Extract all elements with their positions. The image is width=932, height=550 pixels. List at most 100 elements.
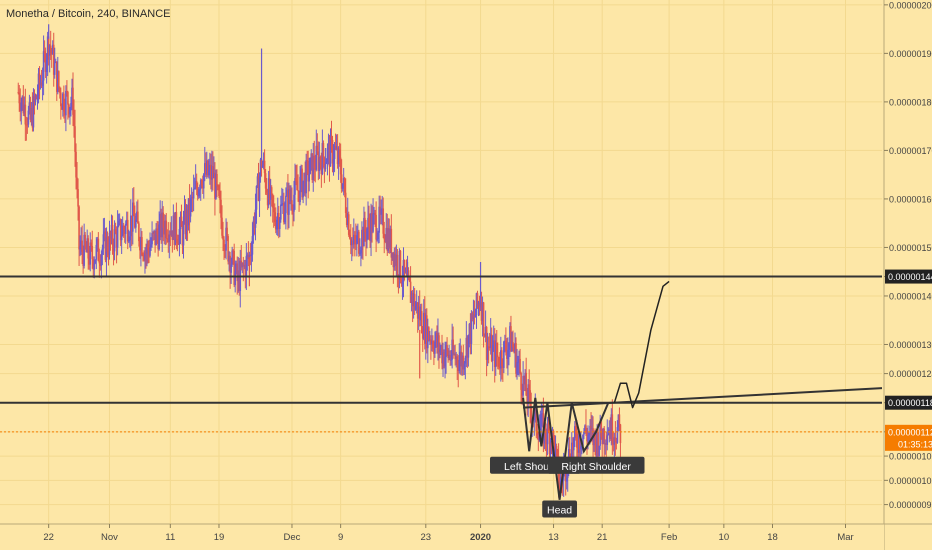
- candle-body: [273, 212, 276, 223]
- candle-body: [210, 164, 212, 180]
- candle-body: [32, 96, 35, 128]
- candle-body: [436, 333, 438, 347]
- candle-body: [38, 73, 41, 86]
- candle-body: [585, 425, 587, 434]
- candle-body: [465, 337, 468, 358]
- candle-body: [105, 237, 108, 260]
- candle-body: [80, 240, 82, 247]
- candle-body: [611, 414, 614, 444]
- candle-body: [47, 36, 50, 56]
- candle-body: [121, 225, 124, 236]
- candle-body: [143, 255, 145, 260]
- candle-body: [25, 124, 28, 126]
- candle-body: [183, 210, 186, 221]
- candle-body: [379, 206, 381, 215]
- candle-body: [146, 244, 148, 254]
- candle-body: [44, 53, 47, 72]
- candle-body: [362, 229, 364, 247]
- candle-body: [496, 355, 499, 357]
- candle-body: [408, 277, 411, 282]
- candle-body: [217, 185, 219, 187]
- head-and-shoulders-outline[interactable]: [522, 397, 610, 500]
- time-axis-bg: [0, 524, 884, 550]
- candle-body: [150, 244, 152, 248]
- candle-body: [207, 160, 209, 176]
- candle-body: [387, 228, 390, 251]
- candle-body: [181, 226, 184, 246]
- candle-body: [317, 151, 320, 172]
- candle-body: [228, 255, 230, 262]
- candle-body: [460, 351, 463, 367]
- candle-body: [290, 200, 292, 202]
- candle-body: [502, 366, 504, 368]
- level-price-tag: [885, 395, 932, 410]
- candle-body: [238, 270, 241, 292]
- candle-body: [222, 235, 224, 240]
- candle-body: [49, 45, 52, 51]
- candle-body: [188, 198, 191, 217]
- candle-body: [243, 264, 246, 267]
- candle-body: [589, 425, 591, 435]
- candle-body: [526, 395, 528, 404]
- candle-body: [122, 225, 125, 230]
- candles: [17, 24, 622, 500]
- candle-body: [588, 434, 590, 436]
- candle-body: [418, 306, 421, 321]
- pattern-label: Head: [547, 504, 572, 516]
- candle-body: [492, 340, 495, 345]
- candle-body: [400, 279, 403, 284]
- price-axis[interactable]: 0.00000097 0.00000102 0.00000107 0.00000112…: [883, 0, 932, 550]
- candle-body: [410, 293, 413, 303]
- candle-body: [487, 346, 490, 348]
- candle-body: [190, 196, 193, 199]
- candle-body: [75, 151, 77, 178]
- candle-body: [180, 216, 183, 227]
- candle-body: [109, 232, 112, 239]
- candle-body: [219, 196, 221, 200]
- candle-body: [96, 238, 99, 245]
- candle-body: [337, 149, 340, 165]
- candle-body: [411, 293, 414, 307]
- candle-body: [28, 102, 31, 111]
- candle-body: [95, 244, 98, 260]
- candle-body: [350, 240, 353, 246]
- candle-body: [396, 254, 399, 276]
- candle-body: [147, 244, 149, 251]
- candle-body: [24, 104, 27, 125]
- candle-body: [206, 160, 208, 175]
- candle-body: [128, 236, 131, 241]
- candle-body: [220, 199, 222, 218]
- candle-body: [250, 254, 253, 257]
- time-tick-label: 13: [548, 532, 559, 543]
- candle-body: [240, 260, 243, 268]
- candle-body: [90, 242, 93, 246]
- candle-body: [586, 433, 588, 442]
- candle-body: [354, 234, 356, 240]
- candle-body: [319, 156, 322, 163]
- candle-body: [391, 252, 394, 258]
- candle-body: [251, 236, 254, 255]
- candle-body: [407, 270, 410, 278]
- candle-body: [443, 352, 445, 367]
- candle-body: [529, 390, 532, 408]
- candle-body: [267, 178, 270, 206]
- candle-body: [130, 215, 133, 232]
- candle-body: [256, 176, 259, 186]
- candle-body: [315, 145, 318, 170]
- candle-body: [59, 87, 61, 93]
- candle-body: [575, 426, 577, 435]
- projection-path[interactable]: [613, 280, 670, 409]
- candle-body: [214, 172, 216, 199]
- candle-body: [202, 174, 205, 189]
- candle-body: [216, 174, 218, 186]
- price-tick-label: 0.00000170: [889, 146, 932, 156]
- candle-body: [320, 162, 323, 175]
- neckline[interactable]: [523, 387, 883, 409]
- candle-body: [417, 306, 420, 319]
- candle-body: [600, 421, 602, 438]
- time-axis[interactable]: 22 Nov 11 19 Dec 9 23 2020 13 21 Feb 10 18 Mar: [0, 523, 932, 550]
- candle-body: [149, 247, 151, 256]
- pattern-label-box: [547, 456, 645, 474]
